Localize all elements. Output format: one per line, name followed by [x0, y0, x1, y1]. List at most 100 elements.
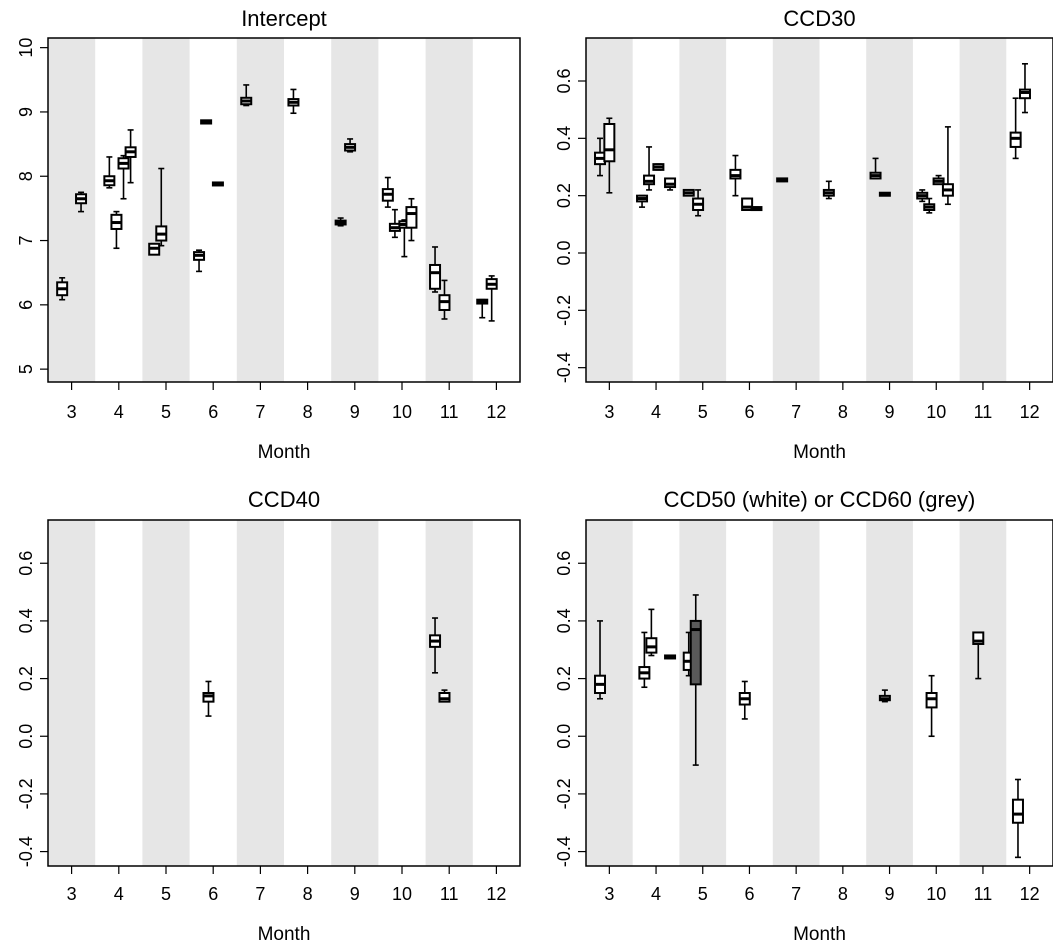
panel-title: CCD30: [783, 6, 855, 31]
y-tick-label: -0.4: [16, 836, 36, 867]
box-plot-mark: [972, 631, 985, 680]
y-tick-label: 0.6: [554, 68, 574, 93]
box-plot-mark: [652, 163, 665, 171]
box-plot-mark: [429, 617, 442, 674]
x-tick-label: 8: [838, 402, 848, 422]
box-plot-mark: [638, 631, 651, 689]
shaded-band: [142, 520, 190, 866]
box-plot-mark: [476, 298, 489, 319]
panel-title: CCD40: [248, 487, 320, 512]
y-tick-label: 7: [16, 236, 36, 246]
shaded-band: [48, 520, 96, 866]
y-tick-label: 5: [16, 364, 36, 374]
y-tick-label: 0.0: [554, 240, 574, 265]
x-tick-label: 9: [350, 884, 360, 904]
box-plot-mark: [211, 181, 224, 187]
box-plot-mark: [103, 156, 116, 189]
box-plot-mark: [932, 174, 945, 186]
box-plot-mark: [729, 154, 742, 197]
x-tick-label: 12: [486, 884, 506, 904]
box-body: [405, 206, 418, 229]
box-plot-mark: [636, 194, 649, 208]
panel-ccd50-ccd60: CCD50 (white) or CCD60 (grey) 3 4 5 6 7 8 9 10 11…: [554, 487, 1053, 945]
box-plot-mark: [869, 157, 882, 180]
y-tick-label: 6: [16, 300, 36, 310]
x-tick-label: 8: [303, 402, 313, 422]
box-plot-mark: [124, 129, 137, 184]
x-tick-label: 4: [651, 884, 661, 904]
box-plot-mark: [438, 279, 451, 320]
box-plot-mark: [643, 146, 656, 191]
box-body: [1011, 798, 1024, 824]
x-tick-label: 12: [1020, 884, 1040, 904]
box-plot-mark: [381, 176, 394, 208]
x-tick-label: 5: [161, 402, 171, 422]
x-tick-label: 3: [67, 402, 77, 422]
x-tick-label: 6: [208, 402, 218, 422]
x-tick-label: 6: [744, 884, 754, 904]
y-tick-label: 0.4: [16, 608, 36, 633]
box-plot-mark: [603, 117, 616, 194]
x-tick-label: 3: [67, 884, 77, 904]
box-plot-mark: [240, 84, 253, 107]
x-tick-label: 4: [114, 402, 124, 422]
x-axis-title: Month: [793, 442, 846, 463]
box-plot-mark: [75, 191, 88, 213]
panel-title: CCD50 (white) or CCD60 (grey): [664, 487, 976, 512]
x-tick-label: 7: [791, 884, 801, 904]
box-plot-mark: [388, 208, 401, 239]
x-tick-label: 10: [392, 884, 412, 904]
shaded-band: [679, 520, 727, 866]
plot-frame: [47, 37, 521, 383]
shaded-band: [586, 520, 633, 866]
box-body: [972, 631, 985, 645]
x-tick-label: 9: [885, 402, 895, 422]
x-tick-label: 6: [208, 884, 218, 904]
box-plot-mark: [925, 674, 938, 738]
box-plot-mark: [200, 119, 213, 125]
shaded-band: [331, 38, 379, 382]
x-tick-label: 4: [651, 402, 661, 422]
box-plot-mark: [148, 242, 161, 256]
y-tick-label: 0.0: [16, 724, 36, 749]
shaded-band: [236, 38, 284, 382]
y-tick-label: 0.2: [554, 183, 574, 208]
box-plot-mark: [202, 680, 215, 717]
x-tick-label: 7: [255, 884, 265, 904]
panel-title: Intercept: [241, 6, 327, 31]
box-plot-mark: [438, 689, 451, 703]
x-tick-label: 11: [974, 402, 993, 422]
plot-frame: [585, 519, 1053, 867]
box-plot-mark: [878, 191, 891, 197]
shaded-band: [142, 38, 190, 382]
plot-frame: [47, 519, 521, 867]
box-plot-mark: [645, 608, 658, 657]
panel-ccd40: CCD40 3 4 5 6 7 8 9 10 11 12 Month -0.4 -0.2 0.0 0.2 0.4…: [16, 487, 521, 945]
box-plot-mark: [664, 654, 677, 660]
x-tick-label: 8: [838, 884, 848, 904]
x-tick-label: 12: [1020, 402, 1040, 422]
box-plot-mark: [664, 177, 677, 191]
box-body: [689, 619, 702, 686]
x-tick-label: 3: [604, 402, 614, 422]
box-body: [603, 123, 616, 163]
y-tick-label: 0.2: [554, 666, 574, 691]
shaded-band: [866, 520, 913, 866]
box-plot-mark: [878, 689, 891, 703]
shaded-band: [425, 38, 473, 382]
box-plot-mark: [485, 275, 498, 322]
x-tick-label: 10: [392, 402, 412, 422]
box-plot-mark: [193, 249, 206, 273]
box-plot-mark: [776, 177, 789, 183]
y-tick-label: -0.2: [554, 295, 574, 326]
panel-intercept: Intercept 3 4 5 6 7 8 9 10 11 12 Month 5 6 7 8 9 10: [16, 6, 521, 463]
shaded-band: [772, 38, 820, 382]
box-plot-mark: [689, 594, 702, 766]
y-tick-label: -0.4: [554, 836, 574, 867]
x-tick-label: 9: [885, 884, 895, 904]
box-plot-mark: [155, 167, 168, 247]
x-tick-label: 4: [114, 884, 124, 904]
box-plot-mark: [429, 246, 442, 293]
box-plot-mark: [344, 138, 357, 153]
